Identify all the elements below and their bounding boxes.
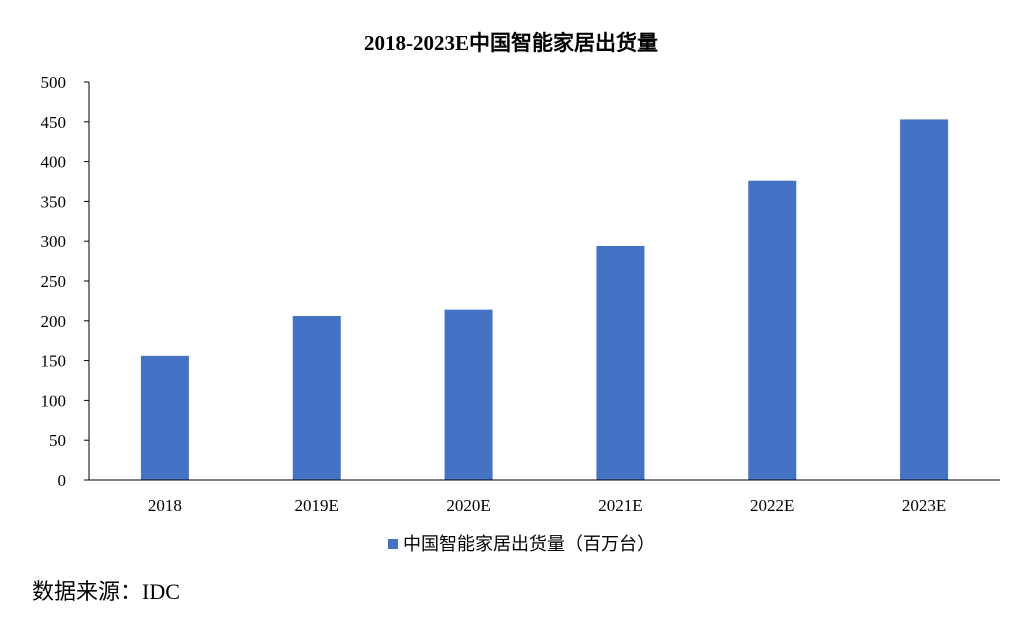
x-tick-label: 2021E bbox=[598, 496, 642, 515]
x-axis-labels: 2018 2019E 2020E 2021E 2022E 2023E bbox=[148, 496, 946, 515]
chart-title: 2018-2023E中国智能家居出货量 bbox=[364, 31, 658, 55]
y-tick-label: 400 bbox=[41, 153, 67, 172]
bar-2020E bbox=[444, 309, 493, 480]
y-tick-label: 300 bbox=[41, 232, 67, 251]
bar-2019E bbox=[292, 316, 341, 480]
y-tick-label: 350 bbox=[41, 192, 67, 211]
bar-2023E bbox=[900, 119, 949, 481]
x-tick-label: 2022E bbox=[750, 496, 794, 515]
y-tick-label: 100 bbox=[41, 391, 67, 410]
y-tick-label: 150 bbox=[41, 352, 67, 371]
legend-swatch bbox=[388, 539, 398, 549]
x-tick-label: 2018 bbox=[148, 496, 182, 515]
bar-2022E bbox=[748, 180, 797, 481]
bars bbox=[140, 119, 949, 481]
x-tick-label: 2020E bbox=[446, 496, 490, 515]
y-axis-ticks: 0 50 100 150 200 250 300 350 400 450 500 bbox=[41, 73, 89, 490]
y-tick-label: 50 bbox=[49, 431, 66, 450]
y-tick-label: 450 bbox=[41, 113, 67, 132]
y-tick-label: 250 bbox=[41, 272, 67, 291]
y-tick-label: 200 bbox=[41, 312, 67, 331]
bar-2018 bbox=[140, 355, 189, 480]
x-tick-label: 2023E bbox=[902, 496, 946, 515]
y-tick-label: 0 bbox=[58, 471, 67, 490]
legend: 中国智能家居出货量（百万台） bbox=[388, 534, 655, 554]
source-note: 数据来源：IDC bbox=[32, 579, 180, 604]
bar-2021E bbox=[596, 245, 645, 480]
x-tick-label: 2019E bbox=[295, 496, 339, 515]
y-tick-label: 500 bbox=[41, 73, 67, 92]
legend-label: 中国智能家居出货量（百万台） bbox=[403, 534, 655, 554]
